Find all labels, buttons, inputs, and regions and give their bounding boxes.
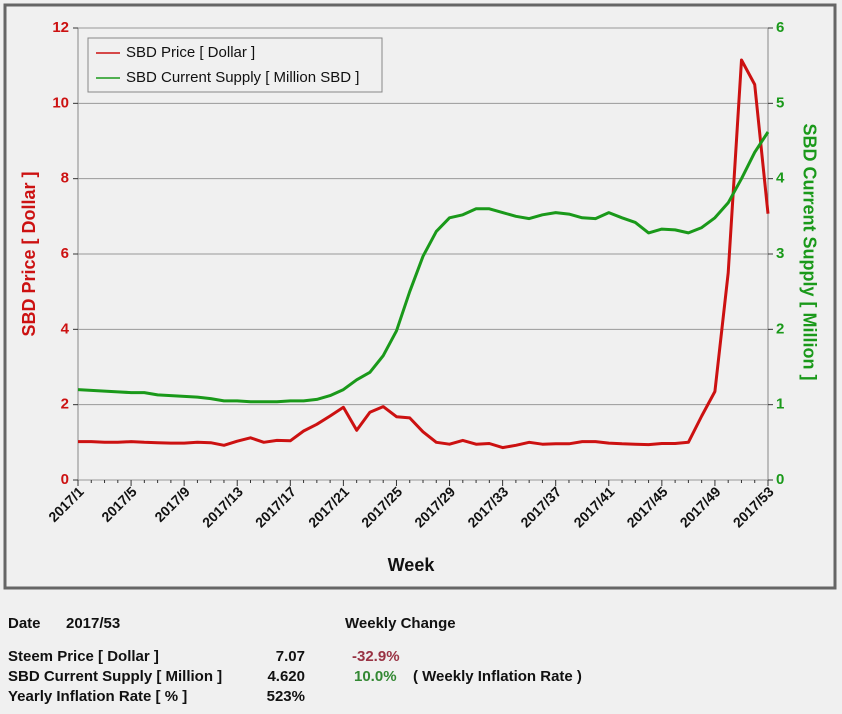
y2-tick-label: 3	[776, 245, 784, 262]
row-note: ( Weekly Inflation Rate )	[413, 668, 582, 685]
change-header: Weekly Change	[345, 615, 456, 632]
y-tick-label: 0	[61, 471, 69, 488]
y-tick-label: 12	[52, 19, 69, 36]
row-label: Yearly Inflation Rate [ % ]	[8, 688, 187, 705]
y-axis-title: SBD Price [ Dollar ]	[19, 171, 39, 336]
legend-label: SBD Current Supply [ Million SBD ]	[126, 69, 359, 86]
y2-tick-label: 2	[776, 320, 784, 337]
y-tick-label: 2	[61, 396, 69, 413]
row-change: 10.0%	[354, 668, 397, 685]
row-value: 7.07	[276, 648, 305, 665]
y2-tick-label: 1	[776, 396, 784, 413]
y2-tick-label: 5	[776, 94, 784, 111]
y-tick-label: 8	[61, 170, 69, 187]
x-axis-title: Week	[388, 555, 436, 575]
y2-tick-label: 0	[776, 471, 784, 488]
y-tick-label: 4	[61, 320, 70, 337]
y-tick-label: 6	[61, 245, 69, 262]
row-value: 523%	[267, 688, 305, 705]
y2-axis-title: SBD Current Supply [ Million ]	[799, 124, 819, 381]
y2-tick-label: 4	[776, 170, 785, 187]
date-value: 2017/53	[66, 615, 120, 632]
row-label: SBD Current Supply [ Million ]	[8, 668, 222, 685]
legend-label: SBD Price [ Dollar ]	[126, 44, 255, 61]
y-tick-label: 10	[52, 94, 69, 111]
y2-tick-label: 6	[776, 19, 784, 36]
row-label: Steem Price [ Dollar ]	[8, 648, 159, 665]
series-line	[77, 131, 770, 404]
legend-box	[87, 37, 383, 93]
date-label: Date	[8, 615, 41, 632]
series-line	[78, 58, 770, 450]
row-change: -32.9%	[352, 648, 400, 665]
row-value: 4.620	[267, 668, 305, 685]
